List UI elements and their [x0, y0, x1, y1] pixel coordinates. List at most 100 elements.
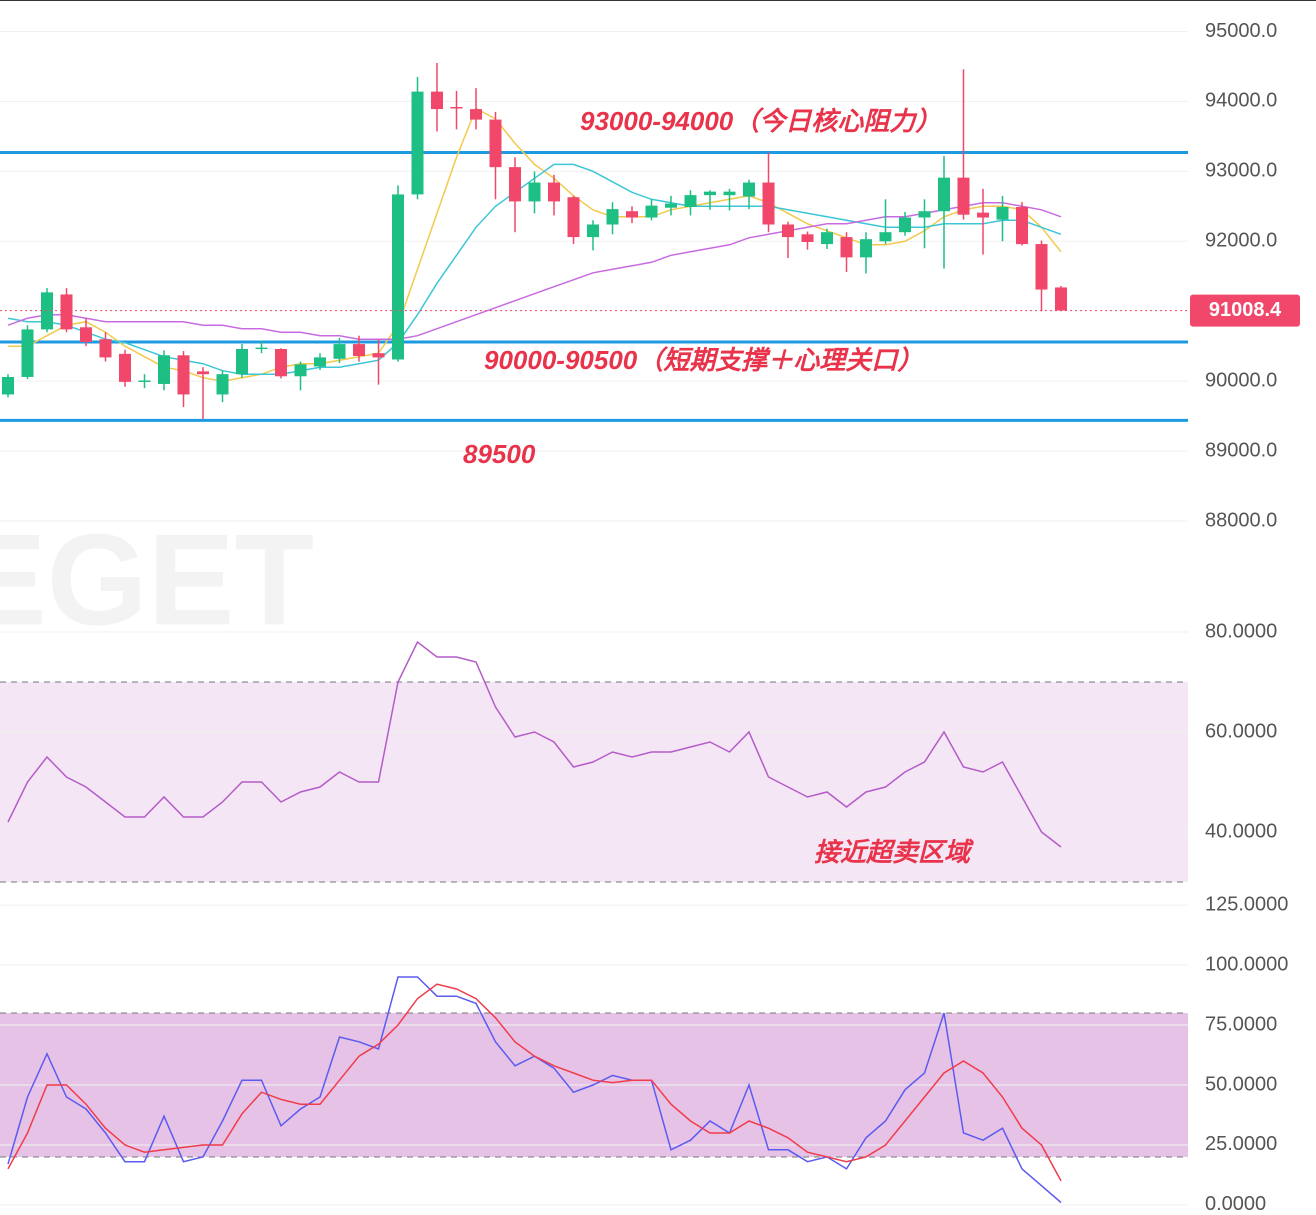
candle-body — [21, 329, 34, 377]
candle-body — [431, 91, 443, 110]
candle-body — [528, 182, 541, 202]
y-tick-label: 50.0000 — [1205, 1073, 1277, 1095]
candle-body — [2, 376, 14, 395]
candle — [431, 62, 443, 132]
candle — [392, 185, 404, 362]
candle — [626, 206, 638, 224]
y-tick-label: 40.0000 — [1205, 820, 1277, 842]
candle — [645, 199, 658, 221]
candle-body — [119, 353, 131, 382]
candle — [177, 351, 190, 408]
candle — [216, 370, 229, 403]
candle — [489, 111, 502, 200]
candle — [1016, 202, 1028, 246]
candle-body — [275, 348, 287, 377]
candle — [119, 349, 131, 387]
candle-body — [899, 217, 911, 233]
candle-body — [197, 371, 209, 375]
y-tick-label: 100.0000 — [1205, 953, 1288, 975]
last-price-label: 91008.4 — [1209, 299, 1282, 321]
candle-body — [548, 182, 560, 202]
y-tick-label: 88000.0 — [1205, 509, 1277, 531]
candle — [918, 199, 931, 249]
candle-body — [177, 355, 190, 395]
candle — [782, 221, 794, 259]
candle-body — [860, 239, 872, 258]
candle — [158, 350, 170, 391]
candle — [275, 348, 287, 379]
annotation: 接近超卖区域 — [814, 837, 974, 867]
y-tick-label: 89000.0 — [1205, 439, 1277, 461]
last-price-box — [1190, 294, 1300, 327]
band — [0, 682, 1188, 882]
candle — [977, 188, 989, 255]
annotation: 89500 — [463, 439, 536, 469]
indicator-line — [7, 640, 1062, 848]
y-tick-label: 0.0000 — [1205, 1193, 1266, 1215]
candle-body — [957, 177, 970, 215]
candle — [684, 190, 697, 216]
candle-body — [782, 224, 794, 238]
candle-body — [450, 107, 463, 109]
candle — [528, 171, 541, 214]
candle — [606, 202, 619, 235]
candle-body — [606, 209, 619, 225]
candle-body — [158, 355, 170, 384]
candle-body — [645, 205, 658, 218]
candle-body — [255, 347, 268, 350]
candle-body — [567, 197, 580, 238]
candle — [333, 337, 346, 363]
candle-body — [411, 91, 424, 195]
candle-body — [353, 344, 365, 356]
candle-body — [684, 195, 697, 208]
candle — [197, 367, 209, 419]
candle — [860, 232, 872, 274]
y-tick-label: 90000.0 — [1205, 369, 1277, 391]
candle — [509, 157, 521, 233]
candle-body — [996, 207, 1009, 220]
candle — [665, 195, 677, 216]
candle — [255, 341, 268, 354]
candle — [996, 195, 1009, 242]
candle-body — [626, 211, 638, 218]
y-tick-label: 80.0000 — [1205, 620, 1277, 642]
candle — [723, 188, 736, 211]
candle-body — [977, 212, 989, 218]
candle-body — [704, 191, 716, 196]
candle — [314, 353, 326, 370]
candle-body — [723, 191, 736, 196]
y-tick-label: 125.0000 — [1205, 893, 1288, 915]
watermark: EGET — [0, 506, 314, 652]
candle — [879, 199, 892, 245]
candle — [938, 155, 950, 269]
candle — [372, 339, 385, 385]
candle — [762, 152, 775, 233]
y-tick-label: 75.0000 — [1205, 1013, 1277, 1035]
candle — [80, 318, 92, 347]
candle-body — [1055, 287, 1067, 311]
candle-body — [489, 119, 502, 168]
candle — [411, 76, 424, 200]
candle-body — [665, 203, 677, 208]
candle-body — [372, 353, 385, 358]
annotation: 93000-94000（今日核心阻力） — [580, 106, 941, 136]
candle-body — [821, 232, 833, 245]
candle — [1035, 240, 1048, 312]
candle — [236, 344, 248, 378]
candle — [1055, 286, 1067, 312]
y-tick-label: 60.0000 — [1205, 720, 1277, 742]
candle-body — [743, 182, 755, 197]
candle — [21, 325, 34, 380]
candle — [801, 231, 814, 250]
candle-body — [1016, 207, 1028, 245]
candle-body — [762, 182, 775, 225]
candle — [138, 374, 151, 389]
candle-body — [938, 177, 950, 212]
candle-body — [138, 380, 151, 382]
annotation: 90000-90500（短期支撑＋心理关口） — [484, 345, 923, 375]
candle — [587, 220, 599, 251]
candle-body — [918, 211, 931, 218]
y-tick-label: 93000.0 — [1205, 160, 1277, 182]
y-tick-label: 92000.0 — [1205, 230, 1277, 252]
